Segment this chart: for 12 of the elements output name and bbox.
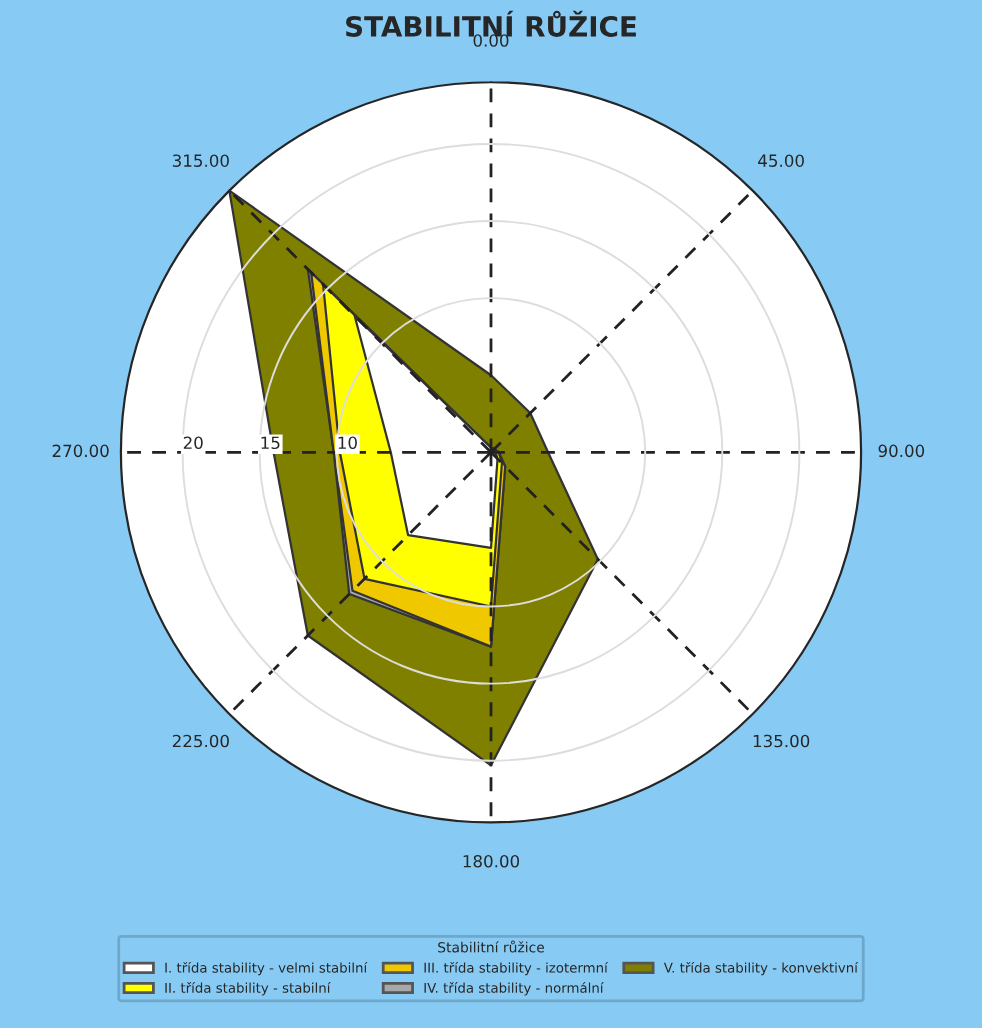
spoke-label: 45.00 [758,154,804,167]
chart-title: STABILITNÍ RŮŽICE [346,10,636,37]
y-tick-label: 10 [338,436,357,450]
spoke-label: 315.00 [172,154,229,167]
spoke-label: 270.00 [52,444,109,458]
spoke-label: 135.00 [753,734,810,748]
spoke-label: 225.00 [172,734,229,748]
spoke-label: 180.00 [463,854,520,868]
y-tick-label: 15 [261,436,280,450]
spoke-label: 0.00 [473,34,509,47]
y-tick-label: 20 [183,436,203,450]
spoke-label: 90.00 [878,444,925,458]
